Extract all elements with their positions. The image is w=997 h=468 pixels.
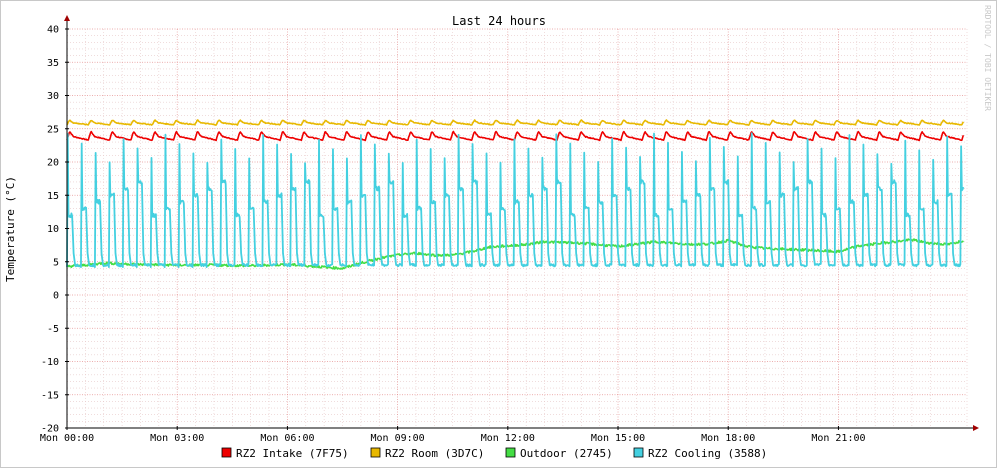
y-tick-label: 15 [47, 191, 59, 202]
legend-label: RZ2 Room (3D7C) [385, 447, 484, 460]
y-tick-label: 5 [53, 257, 59, 268]
legend-swatch [221, 447, 232, 458]
legend: RZ2 Intake (7F75) RZ2 Room (3D7C) Outdoor … [221, 447, 767, 460]
series-line-0 [66, 130, 965, 142]
y-tick-label: 20 [47, 158, 59, 169]
x-tick-label: Mon 18:00 [701, 433, 755, 444]
x-tick-label: Mon 09:00 [371, 433, 425, 444]
x-tick-label: Mon 06:00 [260, 433, 314, 444]
x-tick-label: Mon 15:00 [591, 433, 645, 444]
series-lines [66, 119, 965, 270]
y-axis-arrow [64, 15, 70, 21]
y-tick-label: 10 [47, 224, 59, 235]
y-tick-label: -10 [41, 357, 59, 368]
x-tick-label: Mon 03:00 [150, 433, 204, 444]
chart-title: Last 24 hours [452, 14, 546, 28]
axes [64, 15, 979, 431]
y-tick-label: -15 [41, 390, 59, 401]
legend-swatch [505, 447, 516, 458]
legend-label: RZ2 Intake (7F75) [236, 447, 349, 460]
x-tick-label: Mon 12:00 [481, 433, 535, 444]
y-tick-label: -20 [41, 424, 59, 435]
legend-swatch [633, 447, 644, 458]
x-axis-arrow [973, 425, 979, 431]
x-tick-label: Mon 21:00 [811, 433, 865, 444]
y-tick-label: 40 [47, 25, 59, 36]
y-tick-label: 25 [47, 124, 59, 135]
rrdtool-watermark: RRDTOOL / TOBI OETIKER [983, 5, 992, 111]
series-line-1 [66, 119, 965, 126]
y-tick-label: 0 [53, 291, 59, 302]
y-tick-label: -5 [47, 324, 59, 335]
series-line-3 [66, 132, 965, 268]
y-axis-label: Temperature (°C) [4, 176, 17, 282]
y-tick-label: 35 [47, 58, 59, 69]
y-tick-label: 30 [47, 91, 59, 102]
legend-swatch [370, 447, 381, 458]
legend-label: Outdoor (2745) [520, 447, 613, 460]
legend-label: RZ2 Cooling (3588) [648, 447, 767, 460]
grid [66, 28, 968, 429]
x-tick-label: Mon 00:00 [40, 433, 94, 444]
